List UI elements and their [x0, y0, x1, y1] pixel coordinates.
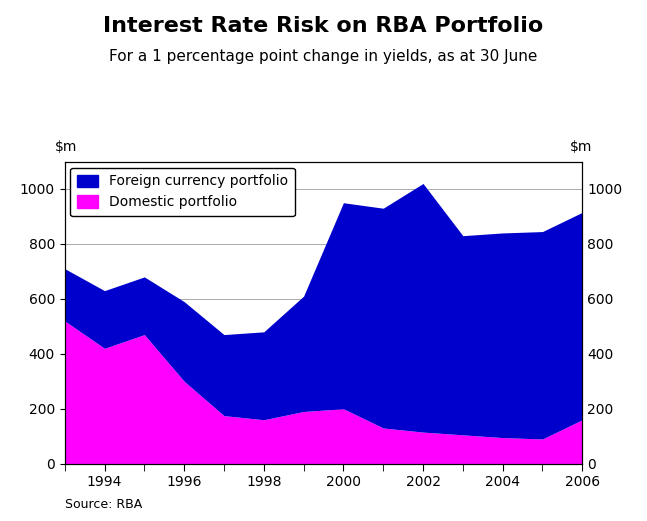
Legend: Foreign currency portfolio, Domestic portfolio: Foreign currency portfolio, Domestic por…: [70, 168, 295, 216]
Text: Interest Rate Risk on RBA Portfolio: Interest Rate Risk on RBA Portfolio: [104, 16, 543, 35]
Text: $m: $m: [55, 140, 78, 154]
Text: For a 1 percentage point change in yields, as at 30 June: For a 1 percentage point change in yield…: [109, 49, 538, 65]
Text: $m: $m: [569, 140, 592, 154]
Text: Source: RBA: Source: RBA: [65, 498, 142, 511]
